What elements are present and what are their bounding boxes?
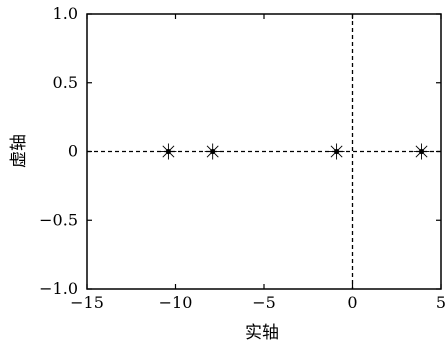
y-tick-label: −1.0	[39, 279, 78, 298]
x-axis-label: 实轴	[245, 323, 279, 343]
data-point	[413, 143, 430, 160]
marker-dot	[210, 148, 216, 155]
y-axis-ticks: −1.0 −0.5 0 0.5 1.0	[39, 4, 441, 298]
y-tick-label: 0.5	[53, 73, 78, 92]
x-tick-label: 0	[347, 293, 357, 312]
data-point	[160, 143, 177, 160]
y-tick-label: −0.5	[39, 210, 78, 229]
data-point	[328, 143, 345, 160]
marker-dot	[165, 148, 172, 155]
reference-lines	[87, 14, 441, 289]
data-point	[204, 143, 221, 160]
marker-dot	[418, 148, 425, 155]
x-axis-ticks: −15 −10 −5 0 5	[70, 14, 446, 312]
data-points	[160, 143, 430, 160]
y-tick-label: 0	[68, 142, 78, 161]
x-tick-label: −15	[70, 293, 104, 312]
x-tick-label: 5	[436, 293, 446, 312]
y-tick-label: 1.0	[53, 4, 78, 23]
marker-dot	[333, 148, 340, 155]
y-axis-label: 虚轴	[9, 134, 29, 168]
x-tick-label: −5	[252, 293, 276, 312]
x-tick-label: −10	[159, 293, 193, 312]
